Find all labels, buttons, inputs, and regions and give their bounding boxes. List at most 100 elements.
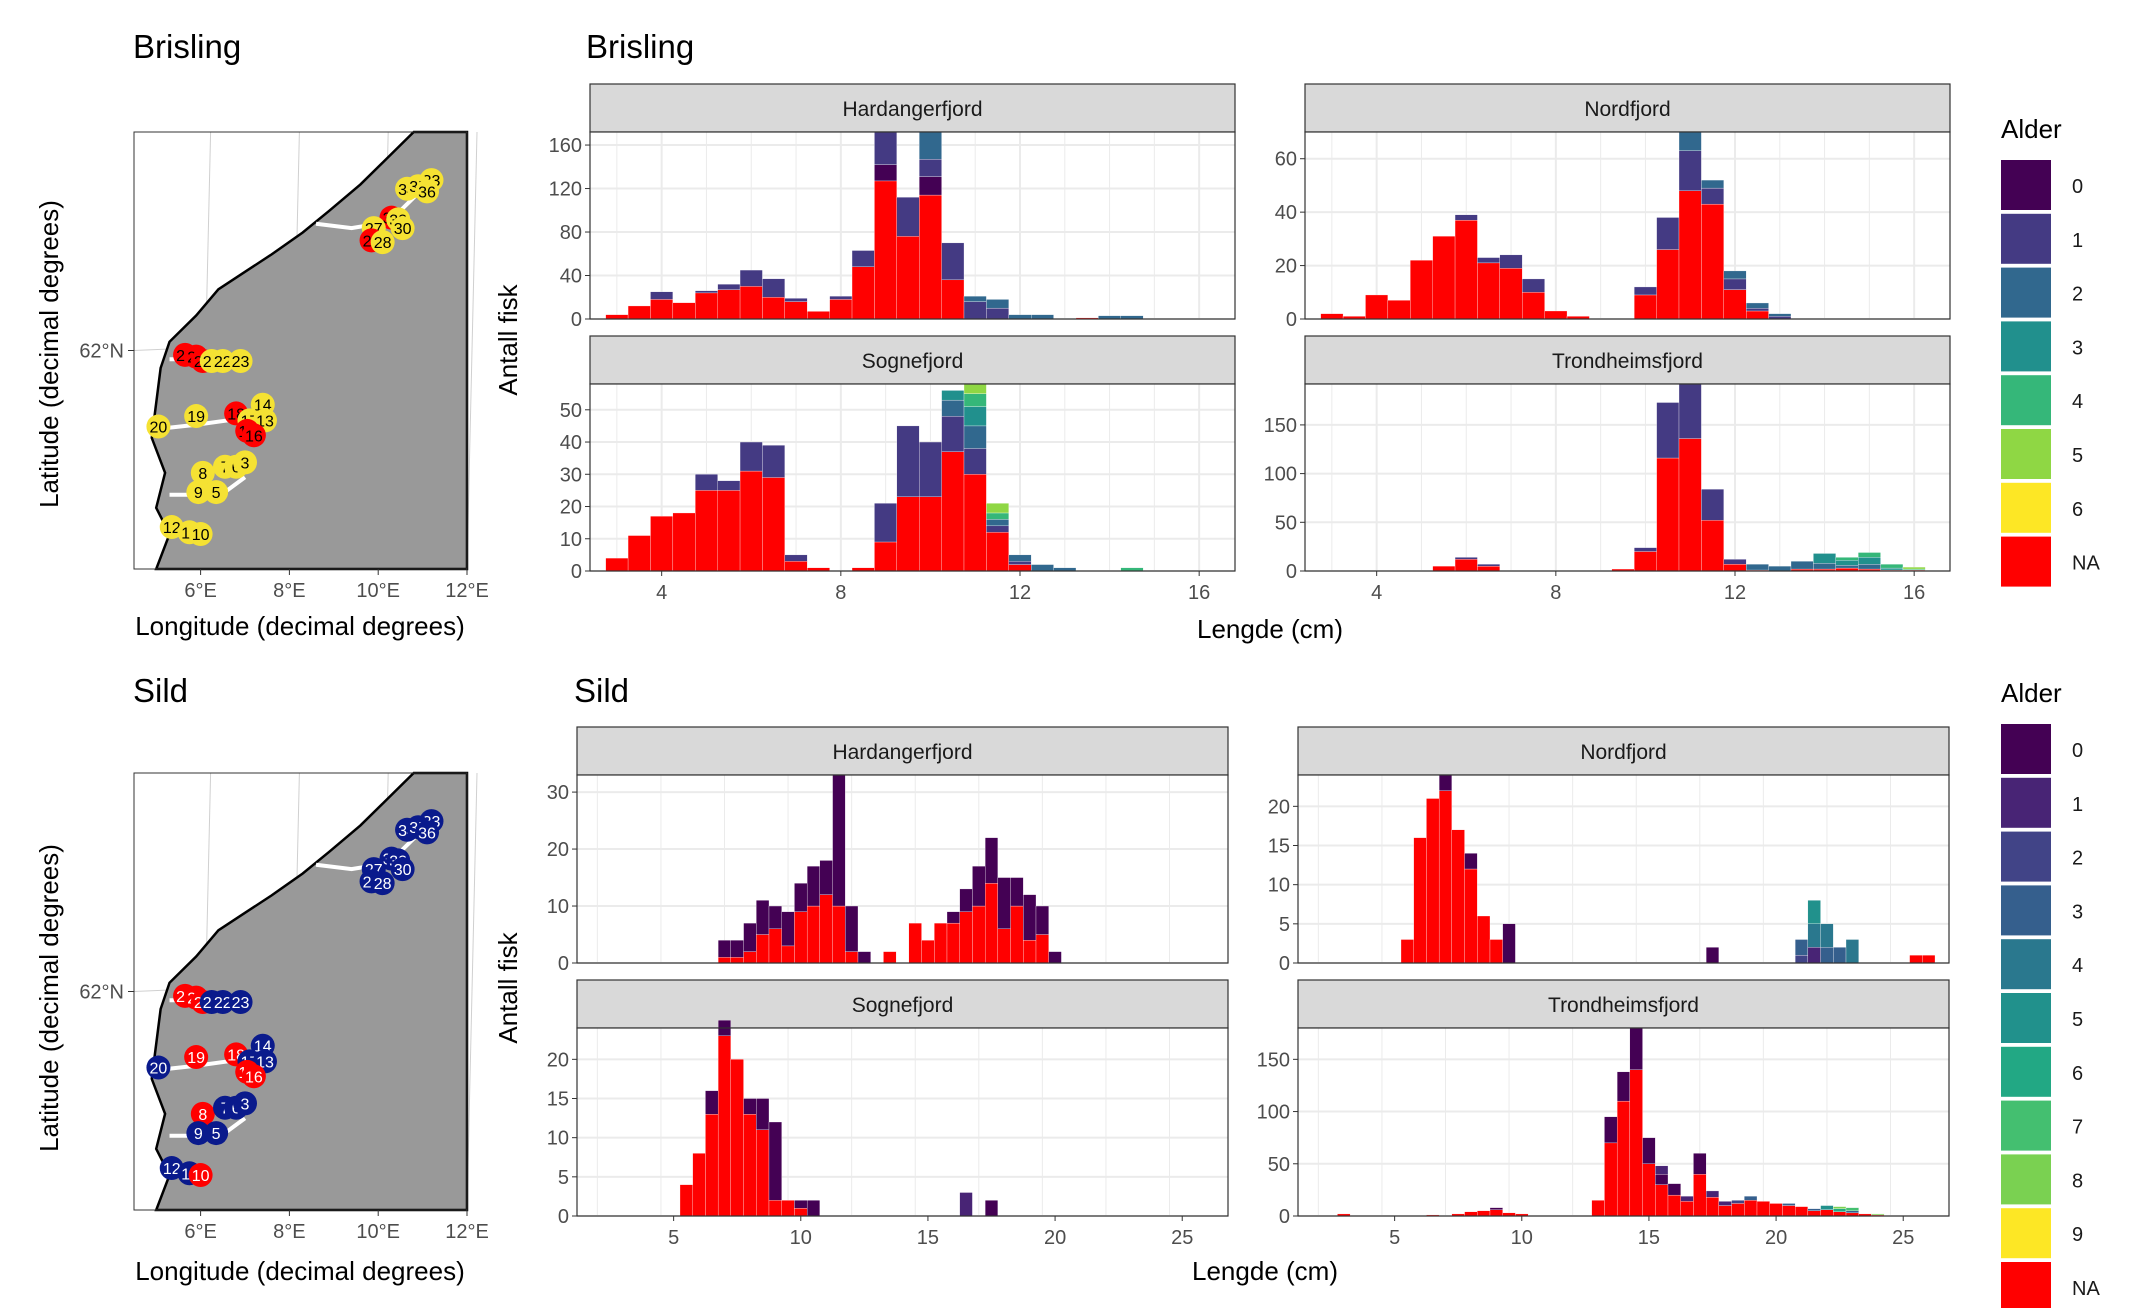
bar-segment xyxy=(1790,561,1814,570)
station-label: 36 xyxy=(418,184,436,201)
bar-segment xyxy=(1744,1200,1758,1217)
bar-segment xyxy=(1680,1196,1694,1202)
bar-segment xyxy=(1835,557,1859,561)
station-label: 36 xyxy=(418,825,436,842)
bar-segment xyxy=(1835,565,1859,569)
bar-segment xyxy=(986,532,1009,572)
ytick-label: 80 xyxy=(560,222,582,244)
bar-segment xyxy=(1833,1208,1847,1212)
facet-panel xyxy=(1298,775,1949,963)
bar-segment xyxy=(1723,564,1747,572)
legend-label-6: 6 xyxy=(2072,1063,2083,1085)
bar-segment xyxy=(627,535,651,572)
bar-segment xyxy=(1008,561,1032,565)
ytick-label: 0 xyxy=(571,309,582,331)
xtick-label: 15 xyxy=(917,1227,939,1249)
bar-segment xyxy=(756,1129,770,1217)
station-label: 5 xyxy=(212,485,221,502)
bar-segment xyxy=(896,236,920,320)
station-marker xyxy=(228,348,253,373)
bar-segment xyxy=(1499,254,1523,269)
bar-segment xyxy=(743,951,757,964)
bar-segment xyxy=(1705,1190,1720,1198)
map-xtick-label: 8°E xyxy=(273,580,305,602)
bar-segment xyxy=(717,940,731,958)
ytick-label: 100 xyxy=(1264,464,1297,486)
station-marker xyxy=(188,522,213,547)
station-label: 22 xyxy=(214,354,232,371)
station-label: 20 xyxy=(150,420,168,437)
station-label: 3 xyxy=(241,1096,250,1113)
map-ytick-label: 62°N xyxy=(79,341,124,363)
station-marker xyxy=(184,404,209,429)
bar-segment xyxy=(1499,268,1523,320)
bar-segment xyxy=(806,1200,821,1217)
facet-border xyxy=(1304,383,1951,572)
station-label: 8 xyxy=(198,466,207,483)
station-label: 10 xyxy=(192,1168,210,1185)
sild-chart-title: Sild xyxy=(574,672,629,709)
bar-segment xyxy=(874,164,897,182)
bar-segment xyxy=(1031,564,1054,572)
legend-swatch-2 xyxy=(2001,267,2051,318)
legend-swatch-8 xyxy=(2001,1154,2051,1205)
legend-label-1: 1 xyxy=(2072,794,2083,816)
bar-segment xyxy=(1678,383,1702,439)
bar-segment xyxy=(695,474,718,491)
legend-swatch-4 xyxy=(2001,939,2051,990)
station-marker xyxy=(233,450,257,475)
bar-segment xyxy=(1010,877,1024,907)
facet-nordfjord: Nordfjord 0 20 40 60 xyxy=(1275,83,1951,331)
map-xtick-label: 10°E xyxy=(356,1221,400,1243)
bar-segment xyxy=(1023,940,1037,964)
bar-segment xyxy=(1655,1165,1669,1175)
station-label: 16 xyxy=(245,428,263,445)
facet-border xyxy=(576,1027,1229,1217)
bar-segment xyxy=(1833,1211,1847,1217)
bar-segment xyxy=(1693,1174,1707,1217)
ytick-label: 40 xyxy=(560,432,582,454)
bar-segment xyxy=(934,922,948,964)
bar-segment xyxy=(1746,302,1769,309)
ytick-label: 15 xyxy=(1268,836,1290,858)
bar-segment xyxy=(717,957,731,964)
xtick-label: 10 xyxy=(1511,1227,1533,1249)
bar-segment xyxy=(1616,1071,1631,1102)
bar-segment xyxy=(717,490,741,572)
bar-segment xyxy=(919,194,942,320)
bar-segment xyxy=(743,1114,757,1217)
bar-segment xyxy=(963,474,987,572)
station-label: 3 xyxy=(241,455,250,472)
bar-segment xyxy=(984,1200,999,1217)
bar-segment xyxy=(1656,402,1680,459)
bar-segment xyxy=(781,1200,795,1217)
station-label: 19 xyxy=(187,409,205,426)
bar-segment xyxy=(1477,565,1500,572)
facet-hardangerfjord: Hardangerfjord 0 10 20 30 xyxy=(547,726,1229,975)
legend-swatch-3 xyxy=(2001,321,2051,372)
station-label: 23 xyxy=(232,354,250,371)
ytick-label: 0 xyxy=(1286,309,1297,331)
bar-segment xyxy=(695,290,718,294)
facet-panel xyxy=(1305,384,1950,571)
station-marker xyxy=(390,216,415,241)
bar-segment xyxy=(1438,774,1452,791)
bar-segment xyxy=(963,448,987,475)
brisling-map-xlabel: Longitude (decimal degrees) xyxy=(135,611,465,641)
xtick-label: 10 xyxy=(790,1227,812,1249)
xtick-label: 4 xyxy=(1371,582,1382,604)
bar-segment xyxy=(941,399,965,417)
bar-segment xyxy=(1701,187,1724,205)
ytick-label: 10 xyxy=(560,529,582,551)
ytick-label: 0 xyxy=(1279,1206,1290,1228)
bar-segment xyxy=(921,940,935,964)
bar-segment xyxy=(1634,547,1657,552)
bar-segment xyxy=(1678,131,1702,151)
bar-segment xyxy=(959,888,973,912)
bar-segment xyxy=(1010,905,1024,964)
sild-chart-xlabel: Lengde (cm) xyxy=(1192,1256,1338,1286)
ytick-label: 150 xyxy=(1264,415,1297,437)
map-ytick-label: 62°N xyxy=(79,982,124,1004)
bar-segment xyxy=(1909,955,1923,964)
bar-segment xyxy=(679,1184,693,1217)
